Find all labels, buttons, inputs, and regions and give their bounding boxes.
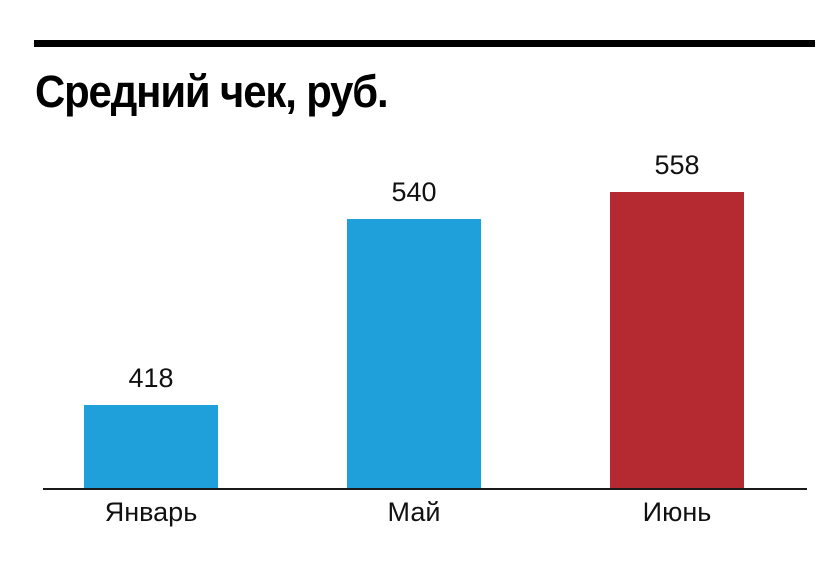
category-label: Январь <box>104 497 198 527</box>
category-label: Май <box>387 497 441 527</box>
bar-3 <box>610 192 744 489</box>
x-axis-line <box>43 488 807 490</box>
chart-title: Средний чек, руб. <box>35 66 389 117</box>
category-label: Июнь <box>642 497 712 527</box>
data-label: 540 <box>391 177 437 207</box>
bar-2 <box>347 219 481 489</box>
data-label: 558 <box>654 150 700 180</box>
data-label: 418 <box>128 363 174 393</box>
top-rule <box>34 40 815 47</box>
bar-1 <box>84 405 218 489</box>
